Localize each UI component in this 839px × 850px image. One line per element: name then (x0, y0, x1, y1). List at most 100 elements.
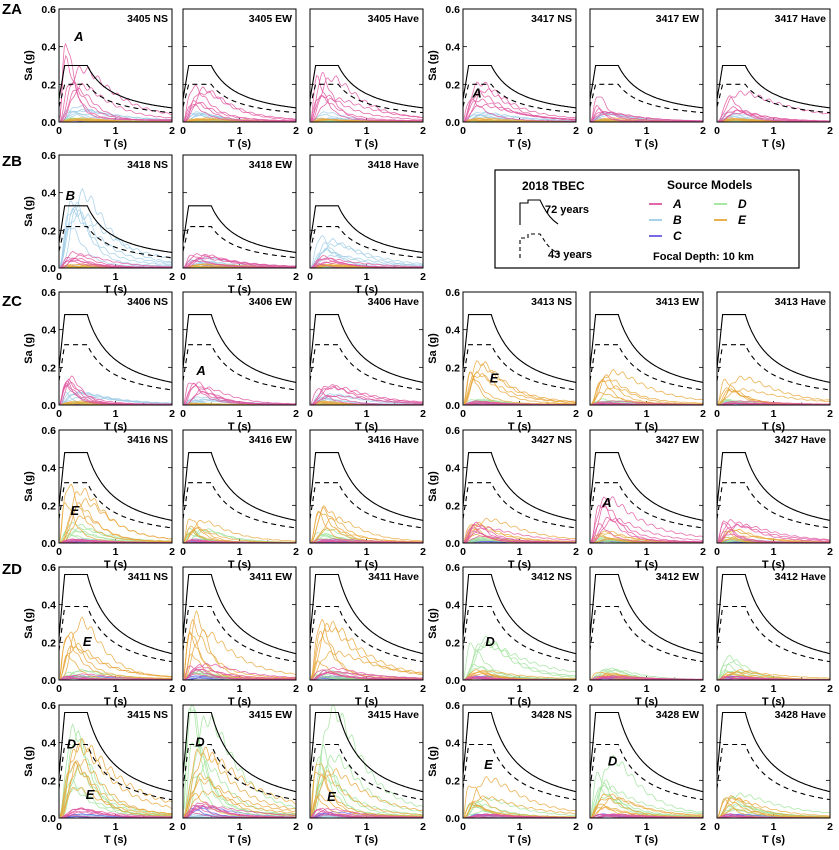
station-label: 3411 NS (128, 571, 168, 583)
legend-label-B: B (673, 213, 682, 227)
x-tick-label: 1 (113, 125, 119, 137)
spectrum-line-E (60, 758, 173, 817)
x-tick-label: 2 (169, 683, 175, 695)
code-spectrum-43yr (309, 83, 424, 114)
spectrum-line-A (591, 400, 703, 406)
code-spectrum-72yr (58, 573, 173, 655)
spectrum-line-A (310, 74, 424, 122)
x-tick-label: 2 (169, 821, 175, 833)
code-spectrum-43yr (716, 482, 831, 529)
spectrum-line-D (464, 641, 577, 680)
zone-label-zb: ZB (2, 153, 22, 170)
panel-frame (589, 291, 704, 406)
x-axis-label: T (s) (104, 421, 128, 433)
spectrum-line-A (718, 523, 831, 543)
spectrum-line-E (59, 743, 173, 816)
x-tick-label: 0 (460, 683, 466, 695)
legend-label-E: E (738, 213, 747, 227)
spectrum-line-A (183, 804, 296, 818)
code-spectrum-43yr (58, 226, 173, 259)
x-tick-label: 0 (307, 408, 313, 420)
x-axis-label: T (s) (104, 696, 128, 708)
panel-3415-have: 3415 Have 0 1 2 T (s) E (307, 704, 426, 846)
panel-frame (58, 704, 173, 819)
station-label: 3417 NS (531, 13, 572, 25)
y-axis-label: Sa (g) (427, 333, 439, 364)
code-spectrum-72yr (309, 573, 424, 655)
x-tick-label: 1 (237, 125, 243, 137)
panel-3417-have: 3417 Have 0 1 2 T (s) (714, 8, 833, 150)
x-tick-label: 2 (573, 821, 579, 833)
spectrum-line-D (590, 787, 704, 817)
station-label: 3418 NS (127, 159, 168, 171)
panel-frame (58, 566, 173, 681)
x-axis-label: T (s) (635, 421, 659, 433)
spectrum-line-E (310, 621, 424, 679)
y-axis-label: Sa (g) (23, 333, 35, 364)
panel-frame (182, 291, 297, 406)
x-tick-label: 1 (364, 821, 370, 833)
station-label: 3418 EW (249, 159, 292, 171)
panel-3418-ns: 3418 NS 0 1 2 T (s) 0.0 0.2 0.4 0.6 Sa (g) B (23, 150, 175, 296)
x-tick-label: 2 (573, 408, 579, 420)
code-spectrum-43yr (182, 83, 297, 114)
x-axis-label: T (s) (635, 559, 659, 571)
spectrum-line-E (718, 671, 831, 681)
model-annotation-D: D (195, 734, 205, 749)
station-label: 3412 EW (656, 571, 699, 583)
spectrum-line-A (184, 90, 297, 122)
spectrum-line-A (310, 257, 424, 269)
code-spectrum-72yr (309, 711, 424, 793)
y-tick-label: 0.4 (41, 325, 56, 337)
x-tick-label: 0 (714, 683, 720, 695)
panel-3413-ew: 3413 EW 0 1 2 T (s) (587, 291, 706, 433)
spectrum-line-E (59, 635, 172, 679)
x-axis-label: T (s) (762, 834, 786, 846)
zone-label-za: ZA (2, 1, 22, 18)
y-axis-label: Sa (g) (427, 608, 439, 639)
legend-depth-label: Focal Depth: 10 km (653, 251, 754, 263)
spectrum-line-D (311, 753, 424, 817)
spectrum-line-E (717, 797, 831, 818)
station-label: 3427 EW (656, 434, 699, 446)
x-tick-label: 1 (237, 271, 243, 283)
panel-3416-ns: 3416 NS 0 1 2 T (s) 0.0 0.2 0.4 0.6 Sa (g) E (23, 425, 175, 571)
legend-code-title: 2018 TBEC (522, 179, 585, 193)
x-tick-label: 2 (293, 821, 299, 833)
x-axis-label: T (s) (104, 834, 128, 846)
panel-frame (58, 154, 173, 269)
y-tick-label: 0.0 (41, 117, 56, 129)
legend-label-A: A (672, 197, 682, 211)
spectrum-line-E (463, 372, 577, 405)
spectrum-line-D (717, 792, 831, 818)
x-axis-label: T (s) (104, 559, 128, 571)
code-spectrum-43yr (716, 344, 831, 391)
x-axis-label: T (s) (355, 559, 379, 571)
spectrum-line-E (463, 785, 577, 818)
x-tick-label: 1 (237, 408, 243, 420)
panel-3428-ns: 3428 NS 0 1 2 T (s) 0.0 0.2 0.4 0.6 Sa (g) E (427, 700, 579, 846)
panel-frame (462, 566, 577, 681)
panel-3412-have: 3412 Have 0 1 2 T (s) (714, 566, 833, 708)
x-tick-label: 0 (180, 683, 186, 695)
y-axis-label: Sa (g) (23, 746, 35, 777)
panel-frame (462, 8, 577, 123)
legend-solid-line (519, 199, 559, 225)
y-tick-label: 0.4 (41, 188, 56, 200)
panel-3406-ns: 3406 NS 0 1 2 T (s) 0.0 0.2 0.4 0.6 Sa (g) (23, 287, 175, 433)
code-spectrum-72yr (716, 711, 831, 793)
zone-label-zd: ZD (2, 561, 22, 578)
x-tick-label: 0 (180, 546, 186, 558)
station-label: 3413 EW (656, 296, 699, 308)
y-tick-label: 0.4 (445, 463, 460, 475)
spectrum-line-D (184, 713, 297, 816)
spectrum-line-E (591, 385, 704, 405)
x-tick-label: 2 (293, 125, 299, 137)
panel-frame (58, 8, 173, 123)
spectrum-line-A (184, 255, 297, 269)
panel-3412-ns: 3412 NS 0 1 2 T (s) 0.0 0.2 0.4 0.6 Sa (g) D (427, 562, 579, 708)
code-spectrum-43yr (58, 482, 173, 529)
panel-3405-ns: 3405 NS 0 1 2 T (s) 0.0 0.2 0.4 0.6 Sa (g) A (23, 4, 175, 150)
y-tick-label: 0.4 (41, 738, 56, 750)
